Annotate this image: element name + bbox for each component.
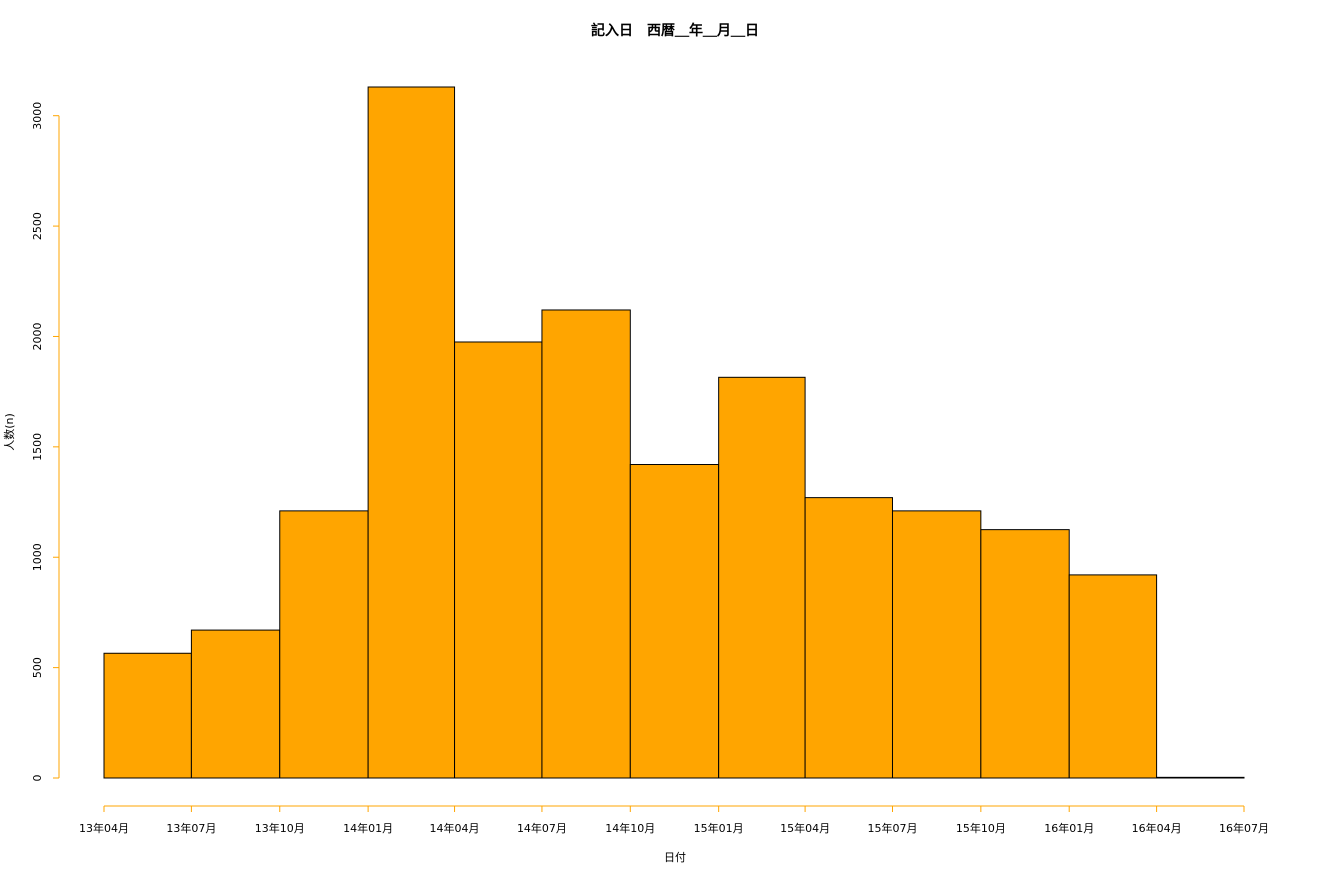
histogram-bar <box>804 497 893 779</box>
x-axis-label: 日付 <box>664 851 686 864</box>
histogram-bar <box>891 510 982 779</box>
histogram-bar <box>718 376 806 779</box>
x-tick-label: 16年01月 <box>1044 821 1094 835</box>
x-axis: 13年04月 13年07月 13年10月 14年01月 14年04月 14年07月 14年1… <box>79 805 1269 835</box>
x-tick-label: 13年04月 <box>79 821 129 835</box>
histogram-bar <box>541 309 631 779</box>
x-tick-label: 16年04月 <box>1132 821 1182 835</box>
x-tick-label: 15年07月 <box>867 821 917 835</box>
bars-group <box>103 86 1245 779</box>
x-tick-label: 13年07月 <box>166 821 216 835</box>
y-tick-label: 1500 <box>31 433 44 461</box>
chart-title: 記入日 西暦＿年＿月＿日 <box>591 22 759 39</box>
histogram-bar <box>279 510 369 779</box>
y-tick-label: 2000 <box>31 322 44 350</box>
histogram-bar <box>629 464 720 779</box>
y-tick-label: 500 <box>31 657 44 678</box>
x-tick-label: 16年07月 <box>1219 821 1269 835</box>
histogram-bar <box>980 529 1070 779</box>
x-tick-label: 14年07月 <box>517 821 567 835</box>
histogram-bar <box>103 652 192 779</box>
x-tick-label: 15年04月 <box>780 821 830 835</box>
x-tick-label: 15年01月 <box>694 821 744 835</box>
y-tick-label: 1000 <box>31 543 44 571</box>
histogram-bar <box>454 341 543 779</box>
x-tick-label: 14年10月 <box>605 821 655 835</box>
histogram-bar <box>367 86 456 779</box>
histogram-bar <box>190 629 281 779</box>
histogram-bar <box>1156 776 1245 779</box>
y-axis-label: 人数(n) <box>3 413 16 451</box>
y-axis: 0 500 1000 1500 2000 2500 3000 <box>31 102 60 782</box>
x-tick-label: 14年04月 <box>430 821 480 835</box>
x-tick-label: 15年10月 <box>956 821 1006 835</box>
y-tick-label: 2500 <box>31 212 44 240</box>
x-tick-label: 13年10月 <box>255 821 305 835</box>
x-tick-label: 14年01月 <box>343 821 393 835</box>
y-tick-label: 0 <box>31 775 44 782</box>
y-tick-label: 3000 <box>31 102 44 130</box>
histogram-bar <box>1068 574 1158 779</box>
